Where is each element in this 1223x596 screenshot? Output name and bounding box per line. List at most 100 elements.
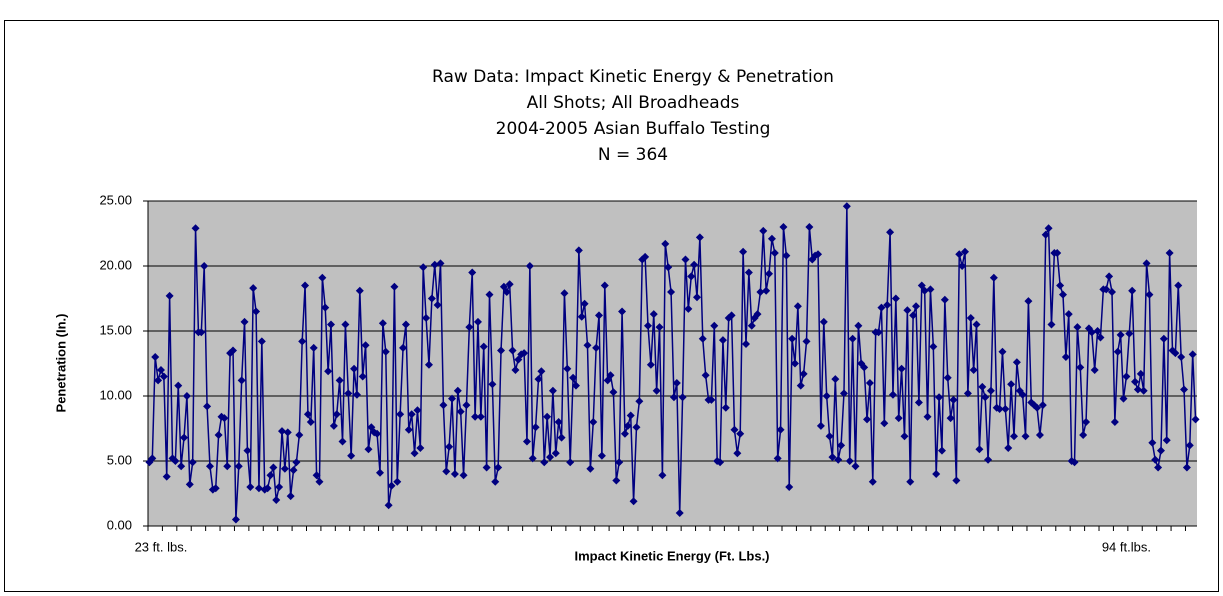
data-marker xyxy=(1096,333,1105,342)
data-marker xyxy=(998,347,1007,356)
data-marker xyxy=(1151,455,1160,464)
data-marker xyxy=(592,343,601,352)
data-marker xyxy=(1053,249,1062,257)
data-marker xyxy=(618,307,627,316)
data-marker xyxy=(641,252,650,261)
data-marker xyxy=(156,366,165,374)
data-marker xyxy=(309,343,318,352)
data-marker xyxy=(949,395,958,404)
data-marker xyxy=(1087,328,1096,337)
data-marker xyxy=(609,388,618,397)
data-marker xyxy=(955,250,964,259)
data-marker xyxy=(623,421,632,430)
data-marker xyxy=(514,355,523,364)
data-marker xyxy=(341,320,350,329)
data-marker xyxy=(200,262,209,270)
data-marker xyxy=(834,455,843,464)
data-marker xyxy=(667,288,676,296)
data-marker xyxy=(1162,436,1171,445)
data-marker xyxy=(352,390,361,399)
data-marker xyxy=(468,268,477,277)
data-marker xyxy=(338,437,347,446)
chart-title: N = 364 xyxy=(598,145,668,165)
data-marker xyxy=(456,407,465,416)
data-marker xyxy=(439,401,448,410)
data-marker xyxy=(151,353,160,361)
data-marker xyxy=(548,386,557,395)
data-marker xyxy=(595,311,604,320)
y-tick-label: 5.00 xyxy=(107,452,132,467)
data-marker xyxy=(1133,385,1142,394)
data-marker xyxy=(583,341,592,350)
data-marker xyxy=(975,445,984,454)
data-marker xyxy=(254,484,263,493)
data-marker xyxy=(770,249,779,257)
data-marker xyxy=(1165,249,1174,257)
data-marker xyxy=(574,246,583,255)
data-marker xyxy=(1018,390,1027,399)
data-marker xyxy=(739,247,748,256)
data-marker xyxy=(381,347,390,356)
data-marker xyxy=(848,334,857,343)
data-marker xyxy=(229,346,238,355)
data-marker xyxy=(909,311,918,320)
data-marker xyxy=(289,466,298,475)
data-marker xyxy=(275,483,284,491)
data-marker xyxy=(540,458,549,467)
data-marker xyxy=(1156,446,1165,455)
data-marker xyxy=(1107,288,1116,296)
data-marker xyxy=(816,421,825,430)
data-marker xyxy=(266,471,275,480)
data-marker xyxy=(753,310,762,319)
data-marker xyxy=(793,302,802,311)
data-marker xyxy=(891,294,900,303)
data-marker xyxy=(860,363,869,372)
data-marker xyxy=(401,320,410,329)
data-marker xyxy=(162,472,171,481)
data-marker xyxy=(854,321,863,330)
data-marker xyxy=(197,328,206,337)
data-marker xyxy=(736,429,745,438)
data-marker xyxy=(831,375,840,384)
data-marker xyxy=(278,427,287,436)
data-marker xyxy=(407,410,416,419)
data-marker xyxy=(497,346,506,355)
data-marker xyxy=(756,288,765,296)
data-marker xyxy=(252,307,261,316)
data-marker xyxy=(1136,369,1145,378)
data-marker xyxy=(961,247,970,256)
data-marker xyxy=(785,483,794,491)
data-marker xyxy=(1061,353,1070,361)
data-marker xyxy=(655,323,664,332)
data-marker xyxy=(883,301,892,309)
data-marker xyxy=(528,454,537,463)
data-marker xyxy=(620,429,629,438)
data-marker xyxy=(214,431,223,439)
data-marker xyxy=(491,477,500,486)
data-marker xyxy=(295,431,304,439)
data-marker xyxy=(935,393,944,402)
data-marker xyxy=(188,458,197,467)
data-marker xyxy=(462,401,471,410)
data-marker xyxy=(318,273,327,282)
data-marker xyxy=(185,480,194,489)
data-marker xyxy=(802,337,811,346)
data-marker xyxy=(943,373,952,382)
data-marker xyxy=(863,415,872,424)
data-marker xyxy=(937,446,946,455)
data-marker xyxy=(399,343,408,352)
data-marker xyxy=(995,405,1004,413)
data-marker xyxy=(1064,310,1073,319)
data-marker xyxy=(1191,415,1200,424)
data-marker xyxy=(419,263,428,272)
data-marker xyxy=(413,406,422,415)
data-marker xyxy=(1010,432,1019,441)
data-marker xyxy=(615,458,624,467)
data-marker xyxy=(900,432,909,441)
data-marker xyxy=(886,228,895,237)
data-marker xyxy=(989,273,998,282)
data-marker xyxy=(263,484,272,493)
data-marker xyxy=(416,444,425,452)
data-marker xyxy=(148,454,157,463)
data-marker xyxy=(1079,431,1088,439)
